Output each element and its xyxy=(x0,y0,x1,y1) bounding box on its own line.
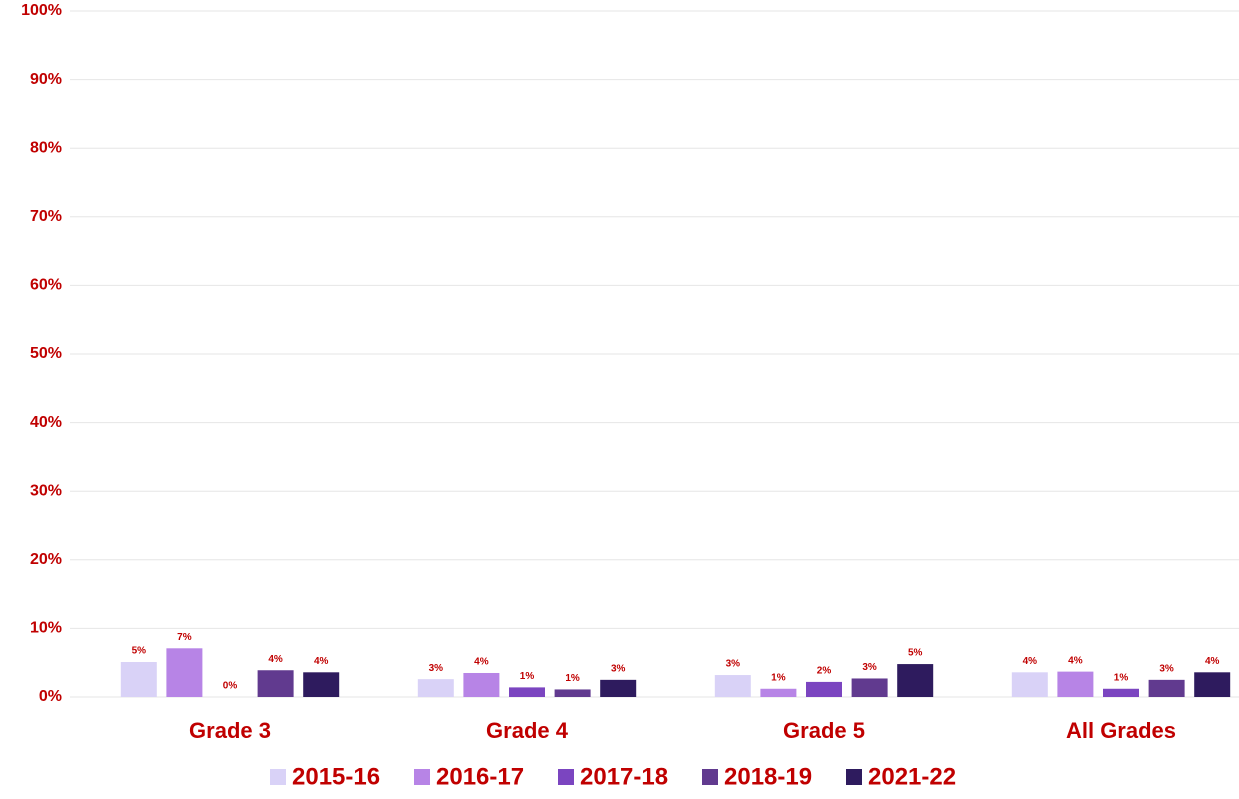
bar xyxy=(1148,679,1185,697)
legend-label: 2021-22 xyxy=(868,763,956,790)
value-label: 1% xyxy=(771,672,786,683)
bar xyxy=(851,678,888,697)
y-tick-label: 80% xyxy=(30,139,62,156)
legend-label: 2017-18 xyxy=(580,763,668,790)
value-label: 4% xyxy=(1205,656,1220,667)
legend-swatch xyxy=(846,769,862,785)
bar xyxy=(760,688,797,697)
bar xyxy=(509,687,545,697)
y-tick-label: 60% xyxy=(30,277,62,294)
bar xyxy=(1103,688,1139,697)
bar xyxy=(463,672,500,697)
value-label: 5% xyxy=(132,646,147,657)
value-label: 5% xyxy=(908,648,923,659)
value-label: 3% xyxy=(1159,663,1174,674)
x-tick-label: All Grades xyxy=(1066,718,1176,743)
y-tick-label: 20% xyxy=(30,551,62,568)
value-label: 1% xyxy=(1114,672,1129,683)
legend-swatch xyxy=(558,769,574,785)
y-tick-label: 70% xyxy=(30,208,62,225)
x-tick-label: Grade 4 xyxy=(486,718,569,743)
y-tick-label: 0% xyxy=(39,688,62,705)
y-tick-label: 50% xyxy=(30,345,62,362)
legend-swatch xyxy=(414,769,430,785)
bar xyxy=(554,689,591,697)
y-tick-label: 100% xyxy=(21,2,62,19)
bar xyxy=(714,675,751,697)
legend-swatch xyxy=(702,769,718,785)
value-label: 3% xyxy=(726,659,741,670)
x-tick-label: Grade 5 xyxy=(783,718,865,743)
bar xyxy=(1194,672,1231,697)
y-tick-label: 10% xyxy=(30,620,62,637)
value-label: 4% xyxy=(474,657,489,668)
x-tick-label: Grade 3 xyxy=(189,718,271,743)
bar xyxy=(1011,672,1048,697)
value-label: 2% xyxy=(817,666,832,677)
bar xyxy=(417,679,454,697)
value-label: 3% xyxy=(862,662,877,673)
bar xyxy=(806,681,842,697)
legend-label: 2016-17 xyxy=(436,763,524,790)
bar xyxy=(1057,671,1094,697)
value-label: 1% xyxy=(520,671,535,682)
bar xyxy=(120,662,157,697)
value-label: 4% xyxy=(314,656,329,667)
value-label: 7% xyxy=(177,632,192,643)
value-label: 0% xyxy=(223,681,238,692)
legend-label: 2018-19 xyxy=(724,763,812,790)
bar xyxy=(257,670,294,697)
y-tick-label: 30% xyxy=(30,482,62,499)
legend-swatch xyxy=(270,769,286,785)
value-label: 4% xyxy=(1023,656,1038,667)
bar xyxy=(897,664,934,697)
legend-label: 2015-16 xyxy=(292,763,380,790)
bar xyxy=(600,679,637,697)
bar xyxy=(166,648,203,697)
value-label: 4% xyxy=(1068,655,1083,666)
value-label: 1% xyxy=(565,673,580,684)
bar xyxy=(303,672,340,697)
y-tick-label: 40% xyxy=(30,414,62,431)
value-label: 3% xyxy=(611,663,626,674)
value-label: 4% xyxy=(268,654,283,665)
y-tick-label: 90% xyxy=(30,71,62,88)
value-label: 3% xyxy=(429,663,444,674)
